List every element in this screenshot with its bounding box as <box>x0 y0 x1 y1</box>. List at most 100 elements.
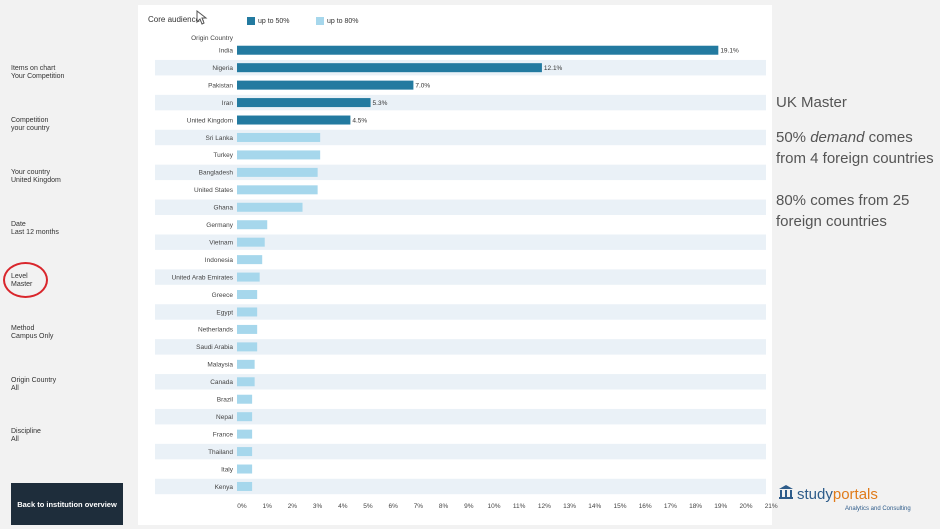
x-tick-label: 11% <box>513 503 526 510</box>
logo-wordmark: studyportals <box>797 486 878 503</box>
category-label: Thailand <box>208 449 233 456</box>
x-tick-label: 2% <box>288 503 298 510</box>
legend-title: Core audiences <box>148 15 205 24</box>
category-label: United Arab Emirates <box>172 274 234 281</box>
category-label: Turkey <box>213 152 233 159</box>
bar[interactable] <box>237 45 719 55</box>
bar[interactable] <box>237 447 253 457</box>
data-label: 4.5% <box>352 117 367 124</box>
filter-date[interactable]: Date Last 12 months <box>11 221 59 237</box>
x-tick-label: 10% <box>487 503 500 510</box>
category-label: United Kingdom <box>187 117 233 124</box>
category-label: Sri Lanka <box>206 135 234 142</box>
bar[interactable] <box>237 394 253 404</box>
filter-discipline[interactable]: Discipline All <box>11 428 41 444</box>
filter-origin-country[interactable]: Origin Country All <box>11 377 56 393</box>
x-tick-label: 1% <box>262 503 272 510</box>
row-band <box>155 234 766 250</box>
row-band <box>155 443 766 460</box>
bar[interactable] <box>237 220 268 230</box>
category-label: Saudi Arabia <box>196 344 233 351</box>
x-tick-label: 5% <box>363 503 373 510</box>
bar[interactable] <box>237 307 258 317</box>
data-label: 19.1% <box>720 48 739 55</box>
bar[interactable] <box>237 481 253 491</box>
bar[interactable] <box>237 464 253 474</box>
highlight-circle <box>3 262 48 298</box>
commentary-heading: UK Master <box>776 94 847 111</box>
x-tick-label: 12% <box>538 503 551 510</box>
legend-label-80: up to 80% <box>327 18 359 25</box>
x-tick-label: 14% <box>588 503 601 510</box>
bar[interactable] <box>237 255 263 265</box>
category-label: Nepal <box>216 414 234 421</box>
category-label: Egypt <box>216 309 233 316</box>
legend-label-50: up to 50% <box>258 18 290 25</box>
x-tick-label: 18% <box>689 503 702 510</box>
filter-value: United Kingdom <box>11 177 61 184</box>
row-band <box>155 408 766 425</box>
mouse-cursor-icon <box>196 10 208 25</box>
bar[interactable] <box>237 167 318 177</box>
bar[interactable] <box>237 132 321 142</box>
category-label: Brazil <box>217 397 234 404</box>
legend-swatch-50 <box>247 17 255 25</box>
commentary-line-1-post: comes from 4 foreign countries <box>776 129 934 167</box>
filter-label: Your country <box>11 169 51 176</box>
x-tick-label: 19% <box>714 503 727 510</box>
bar[interactable] <box>237 429 253 439</box>
filter-your-country[interactable]: Your country United Kingdom <box>11 169 61 185</box>
bar[interactable] <box>237 185 318 195</box>
category-label: Nigeria <box>212 65 233 72</box>
category-label: France <box>213 431 234 438</box>
row-header-label: Origin Country <box>191 35 234 42</box>
row-band <box>155 374 766 390</box>
filter-label: Origin Country <box>11 377 57 384</box>
category-label: Italy <box>221 466 234 473</box>
bar[interactable] <box>237 202 303 212</box>
commentary-line-1: 50% demand comes from 4 foreign countrie… <box>776 127 940 169</box>
bar[interactable] <box>237 377 255 387</box>
logo-name-accent: portals <box>832 486 878 503</box>
logo-name-pre: study <box>797 486 833 503</box>
filter-value: your country <box>11 125 50 132</box>
filter-value: Campus Only <box>11 333 54 340</box>
bar[interactable] <box>237 150 321 160</box>
bar[interactable] <box>237 290 258 300</box>
data-label: 5.3% <box>373 100 388 107</box>
logo-subtitle: Analytics and Consulting <box>845 506 911 512</box>
back-to-overview-button[interactable]: Back to institution overview <box>11 483 123 525</box>
bar[interactable] <box>237 80 414 90</box>
bar[interactable] <box>237 63 542 73</box>
filter-items-on-chart[interactable]: Items on chart Your Competition <box>11 65 64 81</box>
filter-method[interactable]: Method Campus Only <box>11 325 53 341</box>
commentary-emphasis: demand <box>810 129 865 146</box>
row-band <box>155 269 766 285</box>
category-label: Kenya <box>215 484 234 491</box>
x-tick-label: 15% <box>613 503 626 510</box>
bar[interactable] <box>237 324 258 334</box>
row-band <box>155 199 766 215</box>
row-band <box>155 304 766 320</box>
filter-label: Method <box>11 325 35 332</box>
filter-value: Your Competition <box>11 73 65 80</box>
filter-label: Items on chart <box>11 65 56 72</box>
x-tick-label: 9% <box>464 503 474 510</box>
x-tick-label: 6% <box>388 503 398 510</box>
category-label: Netherlands <box>198 327 234 334</box>
bar[interactable] <box>237 98 371 108</box>
bar[interactable] <box>237 412 253 422</box>
x-tick-label: 7% <box>414 503 424 510</box>
studyportals-logo-icon <box>779 485 793 499</box>
row-band <box>155 339 766 355</box>
bar[interactable] <box>237 237 265 247</box>
filter-competition[interactable]: Competition your country <box>11 117 50 133</box>
bar[interactable] <box>237 359 255 369</box>
category-label: Canada <box>210 379 233 386</box>
category-label: Vietnam <box>209 239 233 246</box>
bar[interactable] <box>237 272 260 282</box>
bar[interactable] <box>237 342 258 352</box>
x-tick-label: 20% <box>739 503 752 510</box>
bar[interactable] <box>237 115 351 125</box>
